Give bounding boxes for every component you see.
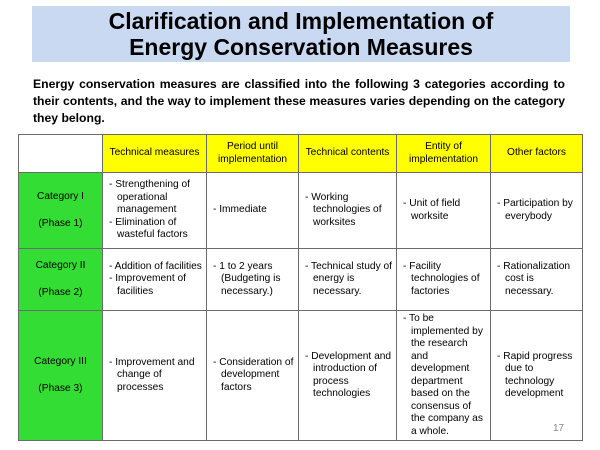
cell-item: - Participation by everybody xyxy=(497,198,573,222)
cell-item: - Unit of field worksite xyxy=(403,198,461,222)
slide-title: Clarification and Implementation of Ener… xyxy=(32,6,570,62)
cell-item-list: - Rationalization cost is necessary. xyxy=(495,261,578,299)
other-factors-cell: - Rationalization cost is necessary. xyxy=(490,248,583,311)
other-factors-cell: - Rapid progress due to technology devel… xyxy=(490,310,583,441)
cell-item-list: - Consideration of development factors xyxy=(211,357,294,395)
cell-item: - Consideration of development factors xyxy=(213,356,294,393)
category-phase: (Phase 1) xyxy=(38,217,83,229)
table-row: Category II (Phase 2) - Addition of facili… xyxy=(18,248,583,311)
period-cell: - Immediate xyxy=(206,172,299,249)
cell-item-list: - Unit of field worksite xyxy=(401,198,486,223)
category-cell: Category II (Phase 2) xyxy=(18,248,103,311)
cell-item: - 1 to 2 years (Budgeting is necessary.) xyxy=(213,260,281,297)
technical-contents-cell: - Development and introduction of proces… xyxy=(298,310,397,441)
entity-cell: - Unit of field worksite xyxy=(396,172,491,249)
header-technical-contents: Technical contents xyxy=(298,134,397,173)
category-phase: (Phase 2) xyxy=(38,286,83,298)
measures-table: Technical measures Period until implemen… xyxy=(18,134,583,441)
cell-item: - Working technologies of worksites xyxy=(305,191,382,228)
cell-item-list: - Development and introduction of proces… xyxy=(303,351,392,401)
category-cell: Category I (Phase 1) xyxy=(18,172,103,249)
cell-item-list: - Working technologies of worksites xyxy=(303,192,392,230)
header-corner xyxy=(18,134,103,173)
cell-item-list: - 1 to 2 years (Budgeting is necessary.) xyxy=(211,261,294,299)
cell-item: - Technical study of energy is necessary… xyxy=(305,260,393,297)
cell-item: - Improvement and change of processes xyxy=(109,356,195,393)
cell-item-list: - Improvement and change of processes xyxy=(107,357,202,395)
technical-measures-cell: - Improvement and change of processes xyxy=(102,310,207,441)
cell-item: - Development and introduction of proces… xyxy=(305,350,392,400)
cell-item: - Strengthening of operational managemen… xyxy=(109,179,190,216)
period-cell: - Consideration of development factors xyxy=(206,310,299,441)
cell-item: - Addition of facilities xyxy=(109,260,202,272)
category-name: Category II xyxy=(35,260,86,271)
category-cell: Category III (Phase 3) xyxy=(18,310,103,441)
cell-item-list: - Addition of facilities - Improvement of… xyxy=(107,261,202,299)
title-line-2: Energy Conservation Measures xyxy=(129,34,473,60)
category-name: Category III xyxy=(34,356,87,367)
other-factors-cell: - Participation by everybody xyxy=(490,172,583,249)
table-body: Category I (Phase 1) - Strengthening of op… xyxy=(18,172,583,441)
cell-item: - Immediate xyxy=(213,204,267,216)
title-line-1: Clarification and Implementation of xyxy=(108,8,494,34)
cell-item: - Rationalization cost is necessary. xyxy=(497,260,571,297)
category-name: Category I xyxy=(37,191,84,202)
cell-item-list: - Rapid progress due to technology devel… xyxy=(495,351,578,401)
entity-cell: - To be implemented by the research and … xyxy=(396,310,491,441)
header-row: Technical measures Period until implemen… xyxy=(18,134,583,173)
technical-measures-cell: - Addition of facilities - Improvement of… xyxy=(102,248,207,311)
header-other-factors: Other factors xyxy=(490,134,583,173)
technical-contents-cell: - Technical study of energy is necessary… xyxy=(298,248,397,311)
cell-item: - Improvement of facilities xyxy=(109,273,186,297)
header-period: Period until implementation xyxy=(206,134,299,173)
period-cell: - 1 to 2 years (Budgeting is necessary.) xyxy=(206,248,299,311)
page-number: 17 xyxy=(553,423,565,434)
category-phase: (Phase 3) xyxy=(38,382,83,394)
cell-item-list: - Facility technologies of factories xyxy=(401,261,486,299)
cell-item: - To be implemented by the research and … xyxy=(403,313,483,437)
technical-measures-cell: - Strengthening of operational managemen… xyxy=(102,172,207,249)
table-row: Category I (Phase 1) - Strengthening of op… xyxy=(18,172,583,249)
entity-cell: - Facility technologies of factories xyxy=(396,248,491,311)
technical-contents-cell: - Working technologies of worksites xyxy=(298,172,397,249)
cell-item: - Rapid progress due to technology devel… xyxy=(497,350,573,400)
cell-item-list: - Immediate xyxy=(211,204,294,217)
header-technical-measures: Technical measures xyxy=(102,134,207,173)
cell-item: - Elimination of wasteful factors xyxy=(109,216,188,241)
cell-item-list: - Technical study of energy is necessary… xyxy=(303,261,392,299)
cell-item-list: - To be implemented by the research and … xyxy=(401,313,486,438)
header-entity: Entity of implementation xyxy=(396,134,491,173)
cell-item-list: - Strengthening of operational managemen… xyxy=(107,179,202,242)
cell-item: - Facility technologies of factories xyxy=(403,260,480,297)
cell-item-list: - Participation by everybody xyxy=(495,198,578,223)
table-row: Category III (Phase 3) - Improvement and c… xyxy=(18,310,583,441)
intro-text: Energy conservation measures are classif… xyxy=(33,77,565,125)
